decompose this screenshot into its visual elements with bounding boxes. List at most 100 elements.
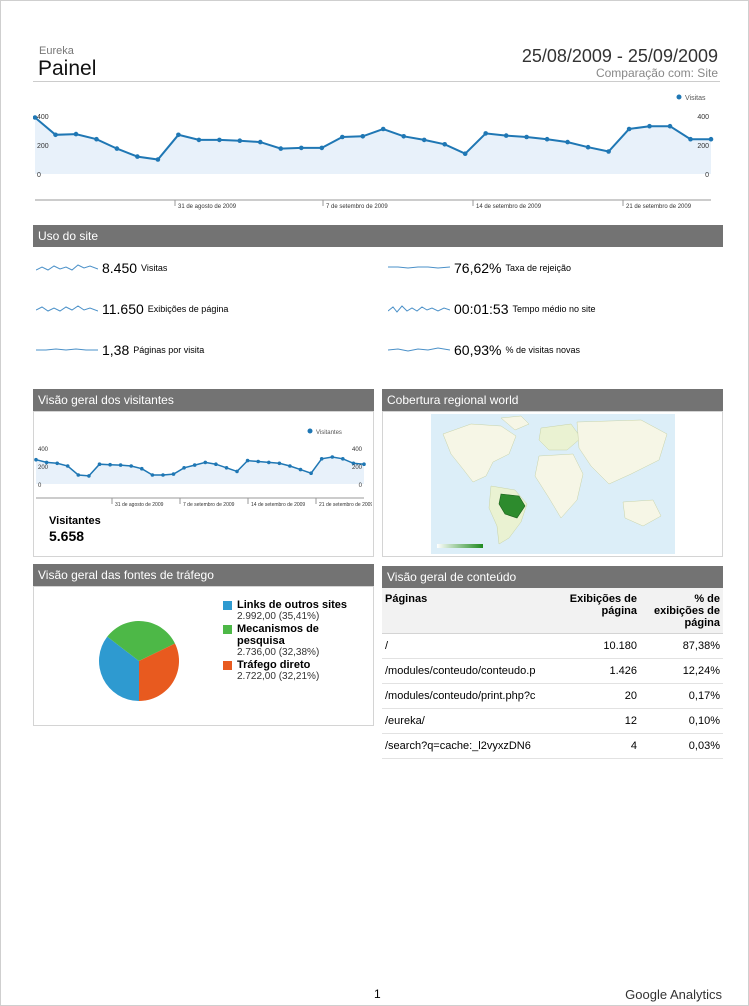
site-name: Eureka xyxy=(39,45,74,57)
y-tick-right: 200 xyxy=(697,143,709,150)
data-point xyxy=(708,136,714,142)
data-point xyxy=(503,133,509,138)
data-point xyxy=(135,154,140,159)
metric-label: Exibições de página xyxy=(147,304,229,314)
asia-shape xyxy=(576,419,668,485)
cell-pct: 87,38% xyxy=(640,633,723,659)
data-point xyxy=(585,144,591,150)
col-pages[interactable]: Páginas xyxy=(382,588,560,634)
series-line xyxy=(34,116,711,161)
visits-sparkline xyxy=(36,264,98,271)
data-point xyxy=(237,138,243,143)
table-row[interactable]: /modules/conteudo/print.php?c 20 0,17% xyxy=(382,683,723,709)
cell-page[interactable]: /eureka/ xyxy=(382,708,560,734)
site-usage-header: Uso do site xyxy=(33,225,723,247)
x-tick-label: 21 de setembro de 2009 xyxy=(319,502,372,508)
cell-pct: 12,24% xyxy=(640,658,723,684)
data-point xyxy=(606,149,611,154)
pie-slice xyxy=(107,620,175,661)
x-tick-label: 31 de agosto de 2009 xyxy=(115,502,164,508)
data-point xyxy=(171,472,176,476)
legend-value: 2.992,00 (35,41%) xyxy=(237,611,320,622)
legend-swatch xyxy=(223,625,232,634)
traffic-pie-chart[interactable] xyxy=(91,613,187,709)
table-row[interactable]: /eureka/ 12 0,10% xyxy=(382,708,723,734)
footer-brand: Google Analytics xyxy=(625,987,722,1002)
data-point xyxy=(55,461,59,466)
table-row[interactable]: /search?q=cache:_l2vyxzDN6 4 0,03% xyxy=(382,733,723,759)
pie-slice xyxy=(99,636,139,701)
data-point xyxy=(298,467,303,472)
visits-legend-label: Visitas xyxy=(685,95,706,102)
legend-name: Tráfego direto xyxy=(237,659,311,671)
x-tick-label: 14 de setembro de 2009 xyxy=(251,502,305,508)
australia-shape xyxy=(622,499,662,527)
data-point xyxy=(688,136,693,142)
data-point xyxy=(362,462,366,466)
data-point xyxy=(53,132,58,138)
metric-label: % de visitas novas xyxy=(505,345,581,355)
x-tick-label: 21 de setembro de 2009 xyxy=(626,204,692,210)
world-map[interactable] xyxy=(431,414,675,554)
metric-label: Tempo médio no site xyxy=(512,304,596,314)
data-point xyxy=(214,462,218,466)
data-point xyxy=(667,123,673,129)
avg-time-sparkline xyxy=(388,305,450,313)
data-point xyxy=(65,464,70,468)
visitors-label: Visitantes xyxy=(49,515,101,527)
data-point xyxy=(258,139,263,145)
legend-item-referral[interactable]: Links de outros sites 2.992,00 (35,41%) xyxy=(223,599,363,622)
legend-item-search[interactable]: Mecanismos de pesquisa 2.736,00 (32,38%) xyxy=(223,623,363,658)
data-point xyxy=(341,457,345,461)
visitors-overview-header: Visão geral dos visitantes xyxy=(33,389,374,411)
cell-page[interactable]: / xyxy=(382,633,560,659)
date-range[interactable]: 25/08/2009 - 25/09/2009 xyxy=(521,46,718,66)
metric-visits[interactable]: 8.450 Visitas xyxy=(36,260,167,276)
x-tick-label: 7 de setembro de 2009 xyxy=(183,502,235,508)
cell-page[interactable]: /search?q=cache:_l2vyxzDN6 xyxy=(382,733,560,759)
legend-value: 2.722,00 (32,21%) xyxy=(237,671,320,682)
col-pageviews[interactable]: Exibições de página xyxy=(560,588,640,634)
table-row[interactable]: /modules/conteudo/conteudo.p 1.426 12,24… xyxy=(382,658,723,684)
data-point xyxy=(544,136,550,142)
data-point xyxy=(380,126,386,132)
col-pageviews-pct[interactable]: % de exibições de página xyxy=(640,588,723,634)
new-visits-sparkline xyxy=(388,347,450,352)
data-point xyxy=(118,463,123,467)
metric-bounce-rate[interactable]: 76,62% Taxa de rejeição xyxy=(388,260,571,276)
cell-views: 10.180 xyxy=(560,633,640,659)
data-point xyxy=(442,142,448,147)
y-tick-left: 200 xyxy=(38,465,49,471)
metric-value: 76,62% xyxy=(454,260,502,276)
y-tick-right: 400 xyxy=(352,447,363,453)
cell-page[interactable]: /modules/conteudo/conteudo.p xyxy=(382,658,560,684)
data-point xyxy=(150,473,155,477)
metric-avg-time[interactable]: 00:01:53 Tempo médio no site xyxy=(388,301,596,317)
metric-pages-per-visit[interactable]: 1,38 Páginas por visita xyxy=(36,342,204,358)
y-tick-right: 200 xyxy=(352,465,363,471)
cell-pct: 0,10% xyxy=(640,708,723,734)
data-point xyxy=(309,471,313,475)
data-point xyxy=(277,461,282,466)
metric-label: Páginas por visita xyxy=(133,345,205,355)
cell-page[interactable]: /modules/conteudo/print.php?c xyxy=(382,683,560,709)
metric-value: 60,93% xyxy=(454,342,502,358)
data-point xyxy=(483,131,489,136)
cell-views: 20 xyxy=(560,683,640,709)
x-tick-label: 14 de setembro de 2009 xyxy=(476,204,542,210)
y-tick-left: 400 xyxy=(37,114,49,121)
visits-line-chart[interactable]: Visitas 400 200 0 400 200 0 31 de agosto de 20… xyxy=(33,85,723,215)
data-point xyxy=(203,460,208,465)
table-row[interactable]: / 10.180 87,38% xyxy=(382,633,723,659)
metric-pageviews[interactable]: 11.650 Exibições de página xyxy=(36,301,228,317)
data-point xyxy=(217,137,222,143)
data-point xyxy=(192,463,197,467)
y-tick-right: 0 xyxy=(359,483,363,489)
pageviews-sparkline xyxy=(36,305,98,312)
y-tick-left: 0 xyxy=(37,172,41,179)
visitors-line-chart[interactable]: Visitantes 400 200 0 400 200 0 31 de agosto de… xyxy=(34,421,372,513)
metric-new-visits[interactable]: 60,93% % de visitas novas xyxy=(388,342,580,358)
data-point xyxy=(351,461,356,466)
legend-item-direct[interactable]: Tráfego direto 2.722,00 (32,21%) xyxy=(223,659,363,682)
